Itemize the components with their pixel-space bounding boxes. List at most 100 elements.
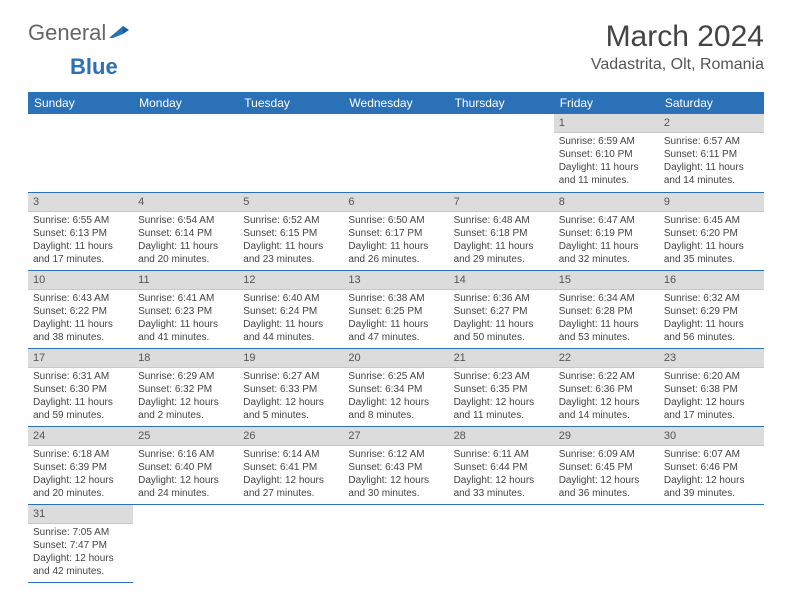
daylight-text: Daylight: 11 hours and 47 minutes.: [348, 318, 443, 344]
daylight-text: Daylight: 12 hours and 39 minutes.: [664, 474, 759, 500]
calendar-head: SundayMondayTuesdayWednesdayThursdayFrid…: [28, 92, 764, 114]
sunrise-text: Sunrise: 6:07 AM: [664, 448, 759, 461]
calendar-cell: 25Sunrise: 6:16 AMSunset: 6:40 PMDayligh…: [133, 426, 238, 504]
sunrise-text: Sunrise: 6:54 AM: [138, 214, 233, 227]
day-number: 15: [554, 271, 659, 290]
calendar-cell: 6Sunrise: 6:50 AMSunset: 6:17 PMDaylight…: [343, 192, 448, 270]
sunset-text: Sunset: 6:43 PM: [348, 461, 443, 474]
calendar-cell: 5Sunrise: 6:52 AMSunset: 6:15 PMDaylight…: [238, 192, 343, 270]
sunset-text: Sunset: 6:39 PM: [33, 461, 128, 474]
day-body: Sunrise: 6:38 AMSunset: 6:25 PMDaylight:…: [343, 290, 448, 346]
daylight-text: Daylight: 12 hours and 36 minutes.: [559, 474, 654, 500]
sunrise-text: Sunrise: 6:12 AM: [348, 448, 443, 461]
daylight-text: Daylight: 11 hours and 44 minutes.: [243, 318, 338, 344]
daylight-text: Daylight: 12 hours and 17 minutes.: [664, 396, 759, 422]
sunrise-text: Sunrise: 6:43 AM: [33, 292, 128, 305]
sunset-text: Sunset: 6:13 PM: [33, 227, 128, 240]
sunset-text: Sunset: 6:32 PM: [138, 383, 233, 396]
sunset-text: Sunset: 6:23 PM: [138, 305, 233, 318]
calendar-cell: 28Sunrise: 6:11 AMSunset: 6:44 PMDayligh…: [449, 426, 554, 504]
calendar-cell: 19Sunrise: 6:27 AMSunset: 6:33 PMDayligh…: [238, 348, 343, 426]
day-body: Sunrise: 6:25 AMSunset: 6:34 PMDaylight:…: [343, 368, 448, 424]
day-number: 10: [28, 271, 133, 290]
calendar-cell: [238, 504, 343, 582]
daylight-text: Daylight: 11 hours and 35 minutes.: [664, 240, 759, 266]
day-number: 26: [238, 427, 343, 446]
day-body: Sunrise: 6:22 AMSunset: 6:36 PMDaylight:…: [554, 368, 659, 424]
day-number: 27: [343, 427, 448, 446]
logo-text-1: General: [28, 20, 106, 46]
calendar-cell: 10Sunrise: 6:43 AMSunset: 6:22 PMDayligh…: [28, 270, 133, 348]
calendar-cell: [449, 504, 554, 582]
day-body: Sunrise: 6:43 AMSunset: 6:22 PMDaylight:…: [28, 290, 133, 346]
day-body: Sunrise: 6:40 AMSunset: 6:24 PMDaylight:…: [238, 290, 343, 346]
day-body: Sunrise: 6:59 AMSunset: 6:10 PMDaylight:…: [554, 133, 659, 189]
daylight-text: Daylight: 11 hours and 53 minutes.: [559, 318, 654, 344]
sunrise-text: Sunrise: 6:31 AM: [33, 370, 128, 383]
calendar-body: 1Sunrise: 6:59 AMSunset: 6:10 PMDaylight…: [28, 114, 764, 582]
sunrise-text: Sunrise: 6:18 AM: [33, 448, 128, 461]
daylight-text: Daylight: 12 hours and 20 minutes.: [33, 474, 128, 500]
sunrise-text: Sunrise: 6:57 AM: [664, 135, 759, 148]
day-number: 22: [554, 349, 659, 368]
calendar-cell: 11Sunrise: 6:41 AMSunset: 6:23 PMDayligh…: [133, 270, 238, 348]
day-body: Sunrise: 6:23 AMSunset: 6:35 PMDaylight:…: [449, 368, 554, 424]
calendar-cell: [133, 114, 238, 192]
title-block: March 2024 Vadastrita, Olt, Romania: [591, 20, 764, 74]
calendar-cell: 23Sunrise: 6:20 AMSunset: 6:38 PMDayligh…: [659, 348, 764, 426]
sunrise-text: Sunrise: 6:41 AM: [138, 292, 233, 305]
daylight-text: Daylight: 12 hours and 42 minutes.: [33, 552, 128, 578]
sunset-text: Sunset: 6:25 PM: [348, 305, 443, 318]
sunset-text: Sunset: 6:10 PM: [559, 148, 654, 161]
sunset-text: Sunset: 6:46 PM: [664, 461, 759, 474]
day-body: Sunrise: 6:57 AMSunset: 6:11 PMDaylight:…: [659, 133, 764, 189]
day-body: Sunrise: 6:07 AMSunset: 6:46 PMDaylight:…: [659, 446, 764, 502]
day-number: 17: [28, 349, 133, 368]
calendar-cell: 14Sunrise: 6:36 AMSunset: 6:27 PMDayligh…: [449, 270, 554, 348]
daylight-text: Daylight: 12 hours and 5 minutes.: [243, 396, 338, 422]
calendar-cell: 29Sunrise: 6:09 AMSunset: 6:45 PMDayligh…: [554, 426, 659, 504]
daylight-text: Daylight: 11 hours and 32 minutes.: [559, 240, 654, 266]
daylight-text: Daylight: 11 hours and 38 minutes.: [33, 318, 128, 344]
day-number: 28: [449, 427, 554, 446]
day-body: Sunrise: 6:45 AMSunset: 6:20 PMDaylight:…: [659, 212, 764, 268]
weekday-header: Thursday: [449, 92, 554, 114]
calendar-cell: 21Sunrise: 6:23 AMSunset: 6:35 PMDayligh…: [449, 348, 554, 426]
calendar-cell: 9Sunrise: 6:45 AMSunset: 6:20 PMDaylight…: [659, 192, 764, 270]
day-body: Sunrise: 6:36 AMSunset: 6:27 PMDaylight:…: [449, 290, 554, 346]
calendar-cell: 20Sunrise: 6:25 AMSunset: 6:34 PMDayligh…: [343, 348, 448, 426]
calendar-cell: [343, 504, 448, 582]
day-number: 23: [659, 349, 764, 368]
sunrise-text: Sunrise: 6:20 AM: [664, 370, 759, 383]
calendar-cell: 26Sunrise: 6:14 AMSunset: 6:41 PMDayligh…: [238, 426, 343, 504]
day-number: 5: [238, 193, 343, 212]
calendar-cell: 27Sunrise: 6:12 AMSunset: 6:43 PMDayligh…: [343, 426, 448, 504]
calendar-cell: 12Sunrise: 6:40 AMSunset: 6:24 PMDayligh…: [238, 270, 343, 348]
sunrise-text: Sunrise: 6:45 AM: [664, 214, 759, 227]
sunrise-text: Sunrise: 6:40 AM: [243, 292, 338, 305]
calendar-cell: 15Sunrise: 6:34 AMSunset: 6:28 PMDayligh…: [554, 270, 659, 348]
day-number: 29: [554, 427, 659, 446]
day-number: 6: [343, 193, 448, 212]
day-body: Sunrise: 6:50 AMSunset: 6:17 PMDaylight:…: [343, 212, 448, 268]
day-body: Sunrise: 6:55 AMSunset: 6:13 PMDaylight:…: [28, 212, 133, 268]
daylight-text: Daylight: 11 hours and 29 minutes.: [454, 240, 549, 266]
calendar-cell: [449, 114, 554, 192]
sunrise-text: Sunrise: 6:23 AM: [454, 370, 549, 383]
sunrise-text: Sunrise: 6:47 AM: [559, 214, 654, 227]
day-number: 30: [659, 427, 764, 446]
sunset-text: Sunset: 7:47 PM: [33, 539, 128, 552]
calendar-cell: [343, 114, 448, 192]
calendar-cell: 2Sunrise: 6:57 AMSunset: 6:11 PMDaylight…: [659, 114, 764, 192]
day-body: Sunrise: 6:11 AMSunset: 6:44 PMDaylight:…: [449, 446, 554, 502]
weekday-header: Monday: [133, 92, 238, 114]
day-number: 21: [449, 349, 554, 368]
month-title: March 2024: [591, 20, 764, 54]
sunset-text: Sunset: 6:44 PM: [454, 461, 549, 474]
calendar-cell: [659, 504, 764, 582]
day-body: Sunrise: 6:52 AMSunset: 6:15 PMDaylight:…: [238, 212, 343, 268]
sunset-text: Sunset: 6:11 PM: [664, 148, 759, 161]
daylight-text: Daylight: 12 hours and 27 minutes.: [243, 474, 338, 500]
day-body: Sunrise: 6:12 AMSunset: 6:43 PMDaylight:…: [343, 446, 448, 502]
day-number: 12: [238, 271, 343, 290]
